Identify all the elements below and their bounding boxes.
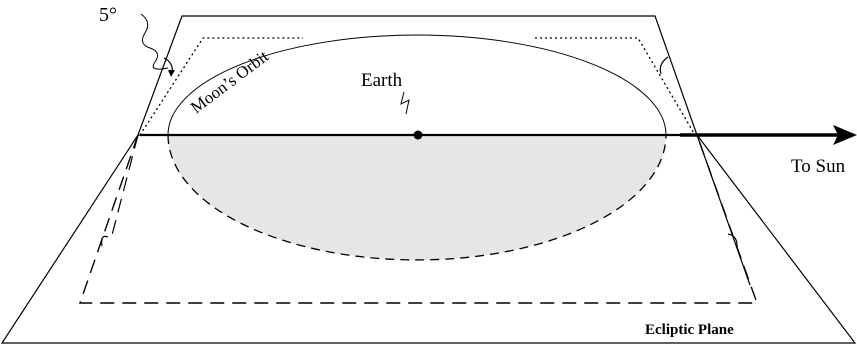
sun-direction-label: To Sun: [791, 156, 846, 177]
angle-arc-bottom-left: [101, 235, 109, 247]
orbit-label: Moon’s Orbit: [187, 46, 272, 117]
orbit-plane-dotted-projection-left: [139, 37, 303, 136]
earth-label-pointer: [400, 91, 410, 115]
orbit-lower-half-shaded: [167, 134, 667, 261]
orbit-plane-upper-outline: [137, 15, 698, 136]
orbit-plane-lower-right-edge: [696, 134, 751, 286]
angle-arc-top-left-arrow: [168, 70, 175, 77]
angle-label: 5°: [99, 4, 117, 26]
angle-arc-top-right: [659, 56, 669, 75]
angle-label-pointer: [140, 13, 169, 70]
sun-direction-arrowhead: [833, 125, 857, 145]
earth-dot: [413, 130, 423, 140]
angle-arc-bottom-right: [727, 233, 738, 249]
orbit-plane-lower-left-edge: [111, 134, 139, 236]
ecliptic-plane-label: Ecliptic Plane: [645, 322, 734, 338]
earth-label: Earth: [361, 70, 403, 91]
orbit-upper-half: [167, 34, 667, 136]
ecliptic-plane-dashed-border: [79, 134, 758, 304]
